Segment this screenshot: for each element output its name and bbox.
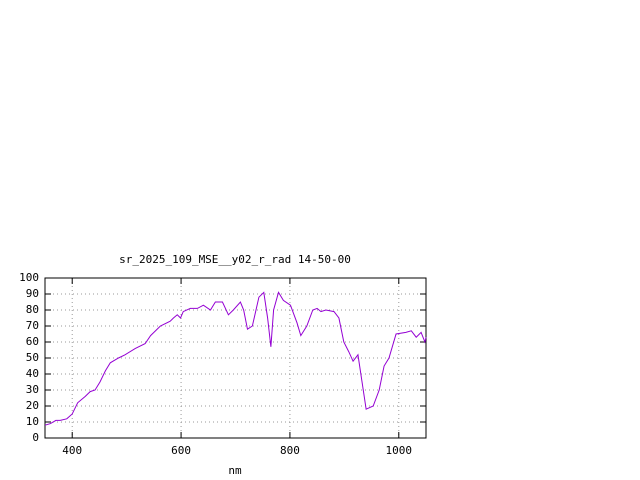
x-tick-label: 1000 <box>386 444 413 457</box>
x-tick-label: 800 <box>280 444 300 457</box>
y-tick-label: 80 <box>26 303 39 316</box>
y-tick-label: 50 <box>26 351 39 364</box>
y-tick-label: 0 <box>32 431 39 444</box>
y-tick-label: 30 <box>26 383 39 396</box>
y-tick-label: 70 <box>26 319 39 332</box>
y-tick-label: 20 <box>26 399 39 412</box>
x-tick-label: 400 <box>62 444 82 457</box>
x-tick-label: 600 <box>171 444 191 457</box>
y-tick-label: 10 <box>26 415 39 428</box>
y-tick-label: 100 <box>19 271 39 284</box>
y-tick-label: 40 <box>26 367 39 380</box>
y-tick-label: 60 <box>26 335 39 348</box>
chart-title: sr_2025_109_MSE__y02_r_rad 14-50-00 <box>119 253 351 266</box>
y-tick-label: 90 <box>26 287 39 300</box>
data-line <box>44 291 427 426</box>
plot-frame <box>44 277 427 439</box>
x-axis-label: nm <box>228 464 242 477</box>
